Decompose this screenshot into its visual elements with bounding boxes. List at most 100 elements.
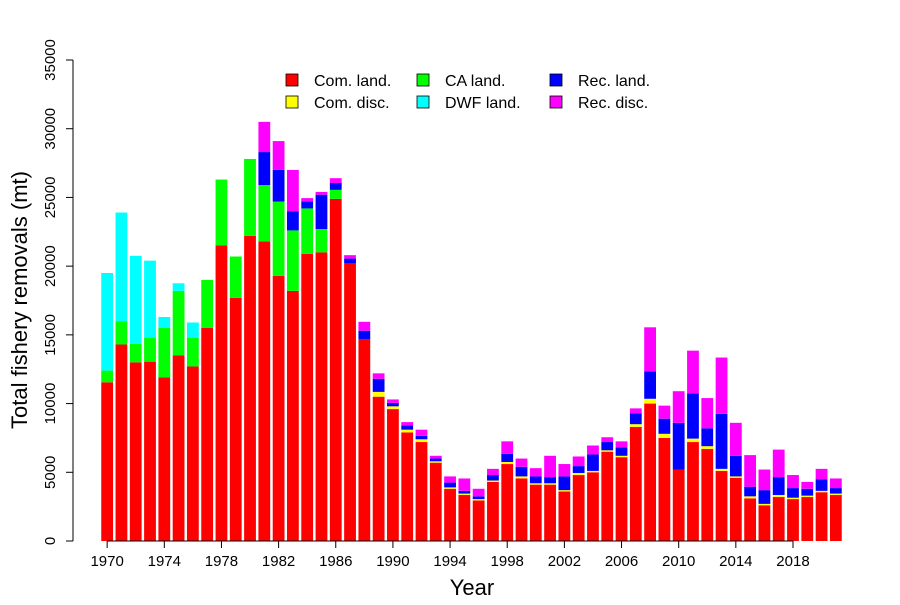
y-tick-label: 10000 [42,383,59,425]
bar-segment [544,455,556,478]
bar-segment [458,493,471,495]
bar-segment [358,330,371,339]
y-axis: 0 5000 10000 15000 20000 25000 30000 35000 [42,39,74,545]
bar-segment [329,189,342,199]
bar-segment [172,290,185,356]
bar-segment [272,201,285,276]
bar-segment [758,503,771,506]
bar-segment [658,418,671,434]
bar-segment [444,482,456,488]
y-tick-label: 30000 [42,108,59,150]
bar-segment [115,212,128,322]
bar-segment [387,409,399,541]
bar-segment [444,488,456,541]
bar-segment [458,478,471,491]
bar-segment [544,477,556,484]
bar-segment [415,435,428,440]
bar-segment [815,492,828,541]
bar-segment [587,470,599,473]
bar-segment [829,493,842,495]
legend-swatch [285,73,299,87]
bar-segment [201,327,214,541]
bar-segment [815,479,828,491]
bar-segment [158,316,171,328]
legend-swatch [285,95,299,109]
bar-segment [186,366,199,541]
bar-segment [372,396,385,541]
bar-segment [472,496,485,500]
bar-segment [701,448,714,541]
bar-segment [558,464,571,477]
bar-segment [487,480,499,482]
bar-segment [115,344,128,541]
x-tick-label: 1986 [319,553,352,570]
x-tick-label: 2014 [719,553,752,570]
bar-segment [158,327,171,378]
bar-segment [115,321,128,345]
bar-segment [372,378,385,392]
bar-segment [687,350,699,394]
legend-item: Com. land. [285,73,391,90]
bar-segment [272,141,285,170]
bar-segment [672,422,685,470]
x-tick-label: 2006 [605,553,638,570]
y-tick-label: 20000 [42,245,59,287]
bar-segment [758,469,771,491]
legend-swatch [416,73,430,87]
bars-layer [101,121,842,542]
bar-segment [101,370,114,383]
bar-segment [572,456,585,467]
bar-segment [129,362,142,541]
bar-segment [487,475,499,481]
bar-segment [629,426,642,541]
bar-segment [672,391,685,423]
x-tick-label: 2002 [548,553,581,570]
bar-segment [615,457,628,541]
bar-segment [344,255,356,259]
bar-segment [287,211,299,231]
legend-item: CA land. [416,73,505,90]
bar-segment [186,337,199,367]
legend-label: Com. land. [314,73,391,90]
x-tick-label: 2010 [662,553,695,570]
bar-segment [629,424,642,427]
bar-segment [587,445,599,455]
bar-segment [229,256,242,298]
bar-segment [315,191,328,195]
bar-segment [715,413,728,469]
bar-segment [801,497,814,541]
x-tick-label: 1982 [262,553,295,570]
bar-segment [829,478,842,489]
bar-segment [729,422,742,456]
bar-segment [387,399,399,403]
x-tick-label: 1998 [491,553,524,570]
legend-label: Com. disc. [314,95,390,112]
bar-segment [429,462,442,541]
bar-segment [729,477,742,541]
bar-segment [801,488,814,496]
bar-segment [472,499,485,501]
bar-segment [215,179,228,246]
legend-swatch [549,73,563,87]
legend-item: Rec. land. [549,73,650,90]
bar-segment [401,429,414,433]
bar-segment [501,461,514,465]
bar-segment [801,495,814,498]
x-tick-label: 1978 [205,553,238,570]
bar-segment [558,490,571,492]
bar-segment [658,433,671,438]
x-tick-label: 1970 [90,553,123,570]
bar-segment [315,194,328,230]
bar-segment [344,263,356,541]
bar-segment [572,466,585,473]
legend-label: Rec. land. [578,73,650,90]
bar-segment [301,198,314,202]
bar-segment [572,475,585,541]
bar-segment [601,437,614,443]
bar-segment [787,497,799,500]
bar-segment [658,405,671,419]
bar-segment [329,198,342,542]
bar-segment [429,458,442,462]
